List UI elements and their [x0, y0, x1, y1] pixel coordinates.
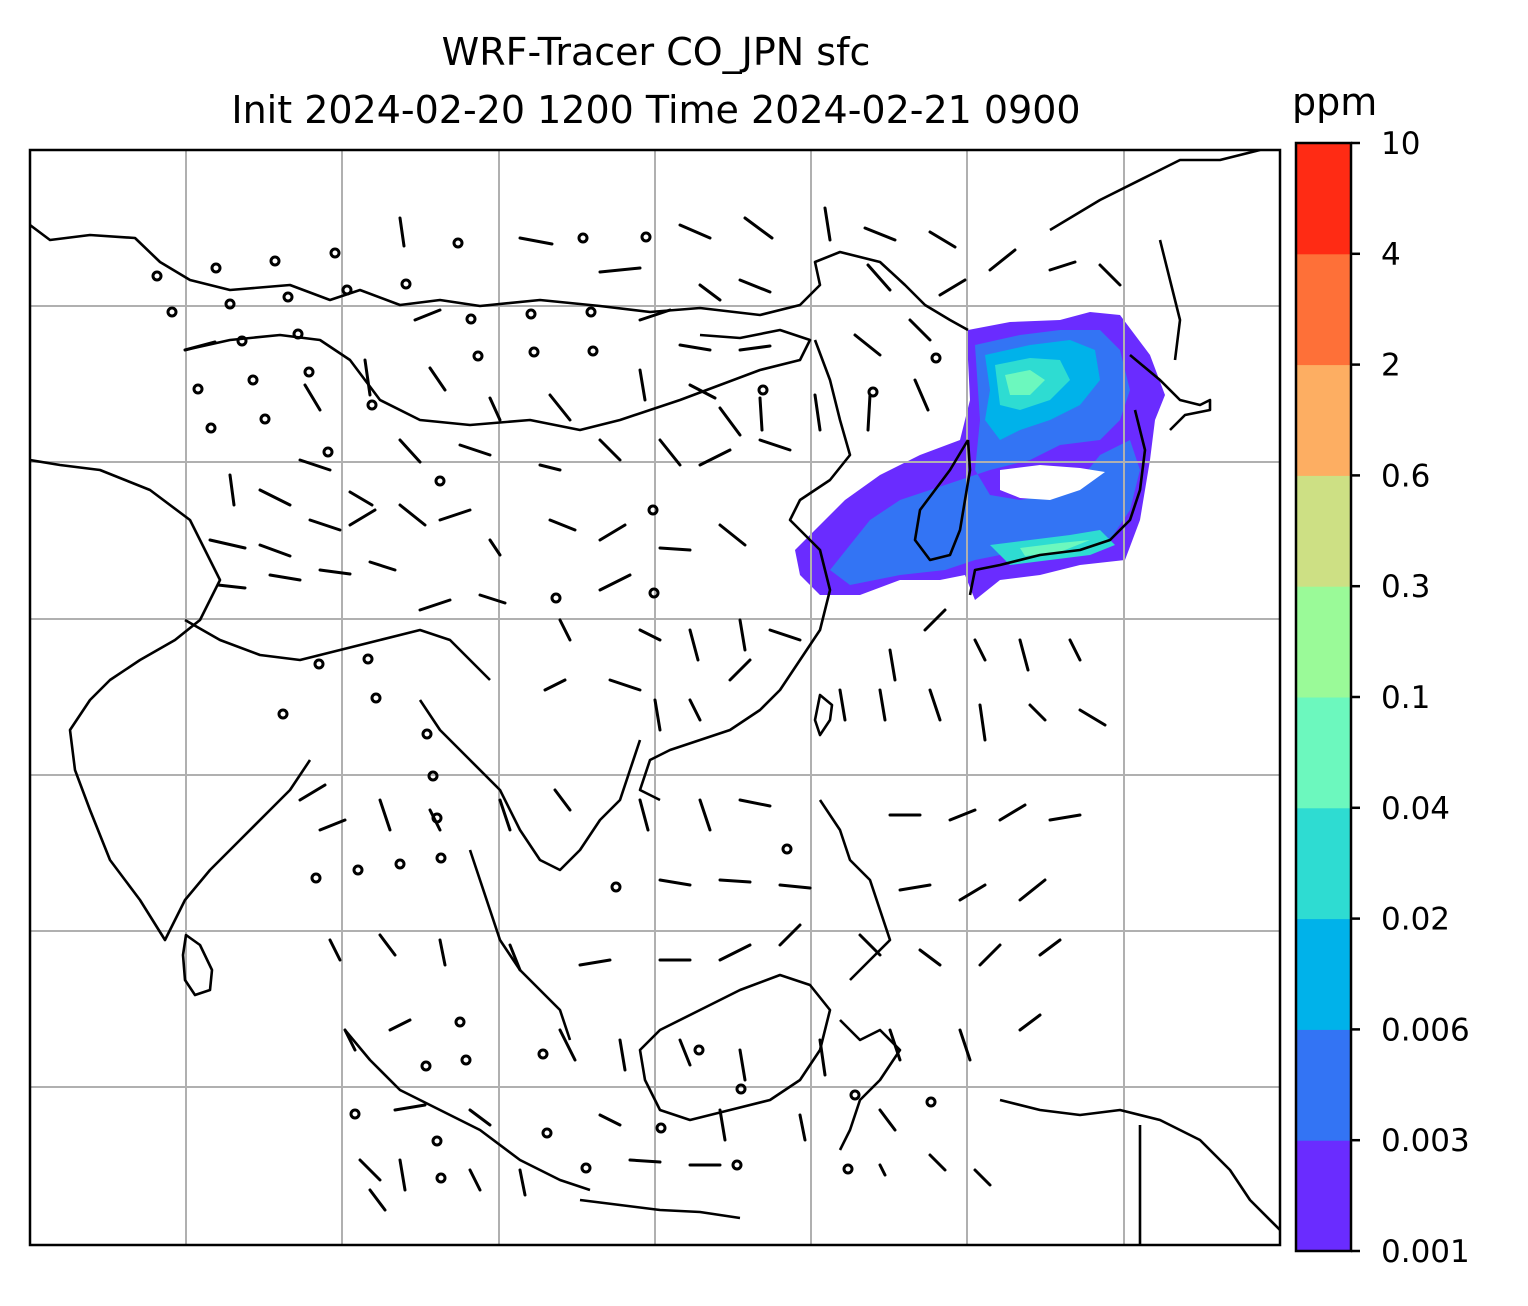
colorbar-tick-label: 0.1 — [1381, 680, 1430, 716]
coast-indochina — [418, 699, 642, 872]
colorbar-segment — [1296, 253, 1351, 366]
colorbar-segment — [1296, 1029, 1351, 1141]
colorbar-segment — [1296, 918, 1351, 1030]
plume-level-5 — [1005, 370, 1045, 395]
colorbar-segment — [1296, 364, 1351, 476]
colorbar-tick-label: 0.3 — [1381, 569, 1430, 605]
colorbar-segment — [1296, 143, 1351, 255]
coast-sulawesi — [838, 1019, 902, 1151]
colorbar-segment — [1296, 807, 1351, 920]
coast-philippines — [818, 799, 892, 981]
coast-mongolia-border — [184, 328, 812, 432]
coast-north-border — [30, 223, 969, 332]
colorbar-tick-label: 10 — [1381, 126, 1420, 162]
plume-white-gap — [1000, 465, 1105, 500]
calm-wind-markers — [151, 231, 942, 1184]
colorbar-tick-label: 0.003 — [1381, 1123, 1470, 1159]
coast-china-east — [638, 339, 852, 802]
colorbar-tick-label: 0.02 — [1381, 902, 1450, 938]
coast-korea — [913, 439, 972, 562]
colorbar-segment — [1296, 586, 1351, 698]
colorbar-segment — [1296, 697, 1351, 809]
colorbar-unit-label: ppm — [1292, 80, 1378, 124]
coast-malay — [468, 849, 572, 1041]
colorbar-segment — [1296, 1140, 1351, 1252]
map-title-line2: Init 2024-02-20 1200 Time 2024-02-21 090… — [231, 88, 1081, 132]
map-title-line1: WRF-Tracer CO_JPN sfc — [441, 30, 871, 74]
colorbar: 0.001 0.003 0.006 0.02 0.04 0.1 0.3 0.6 2 4 10 — [1294, 126, 1470, 1270]
colorbar-tick-label: 2 — [1381, 348, 1401, 384]
coast-taiwan — [813, 693, 834, 737]
coast-new-guinea — [999, 1098, 1280, 1231]
coast-java — [579, 1198, 741, 1220]
coast-japan-honshu — [968, 409, 1147, 596]
colorbar-tick-label: 0.006 — [1381, 1012, 1470, 1048]
colorbar-tick-label: 4 — [1381, 237, 1401, 273]
tracer-plume — [795, 312, 1165, 600]
colorbar-tick-label: 0.001 — [1381, 1234, 1470, 1270]
coast-russia-east — [1049, 150, 1261, 232]
coast-india — [30, 458, 312, 942]
coast-sri-lanka — [181, 933, 214, 997]
colorbar-tick-label: 0.04 — [1381, 791, 1450, 827]
map-panel — [28, 148, 1282, 1247]
coast-japan-hokkaido — [1129, 354, 1212, 431]
map-frame — [28, 148, 1282, 1247]
colorbar-tick-label: 0.6 — [1381, 458, 1430, 494]
coast-sakhalin — [1158, 239, 1182, 361]
coastlines — [30, 150, 1280, 1245]
plume-strip-japan-inner — [1020, 540, 1090, 556]
colorbar-segment — [1296, 475, 1351, 587]
wind-barbs — [183, 206, 1122, 1212]
coast-himalaya — [184, 618, 491, 681]
coast-sumatra — [344, 1029, 591, 1192]
gridlines — [30, 150, 1280, 1245]
